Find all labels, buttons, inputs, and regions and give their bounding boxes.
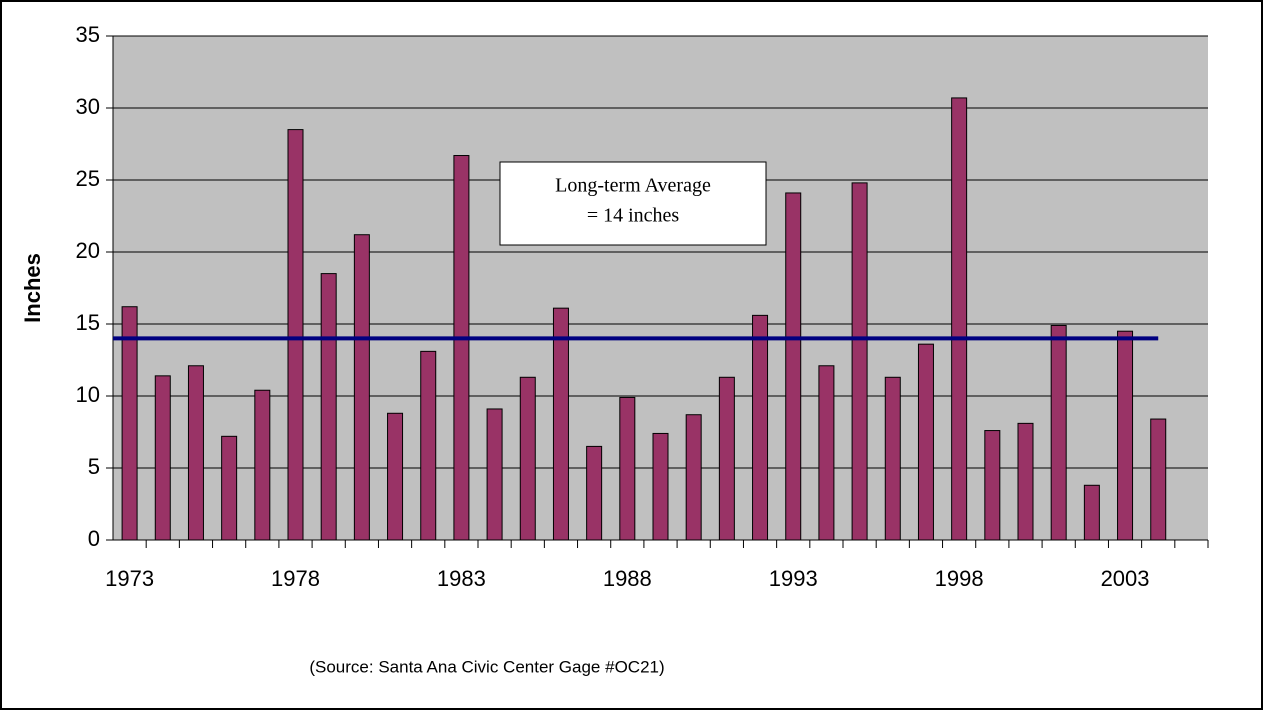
bar — [917, 343, 934, 541]
x-tick-label: 1993 — [769, 566, 818, 591]
y-tick-label: 5 — [88, 454, 100, 479]
bar — [187, 365, 204, 541]
bar — [552, 307, 569, 541]
annotation-text: = 14 inches — [587, 205, 680, 227]
y-tick-label: 20 — [76, 238, 100, 263]
bar — [818, 365, 835, 541]
bar — [1083, 484, 1100, 541]
bar — [254, 389, 271, 541]
bar — [221, 435, 238, 541]
y-tick-label: 30 — [76, 94, 100, 119]
bar — [353, 234, 370, 541]
x-tick-label: 1988 — [603, 566, 652, 591]
bar — [1150, 418, 1167, 541]
bar — [453, 155, 470, 541]
bar — [619, 396, 636, 541]
bar — [851, 182, 868, 541]
y-tick-label: 15 — [76, 310, 100, 335]
bar — [718, 376, 735, 541]
x-tick-label: 2003 — [1101, 566, 1150, 591]
bar — [1117, 330, 1134, 541]
bar — [1017, 422, 1034, 541]
bar — [320, 273, 337, 541]
bar — [387, 412, 404, 541]
bar — [685, 414, 702, 541]
x-tick-label: 1983 — [437, 566, 486, 591]
bar — [884, 376, 901, 541]
bar — [154, 375, 171, 541]
bar — [519, 376, 536, 541]
x-tick-label: 1998 — [935, 566, 984, 591]
x-tick-label: 1978 — [271, 566, 320, 591]
bar — [984, 430, 1001, 541]
y-tick-label: 10 — [76, 382, 100, 407]
x-tick-label: 1973 — [105, 566, 154, 591]
y-tick-label: 35 — [76, 22, 100, 47]
annotation-box — [499, 161, 767, 246]
bar — [486, 408, 503, 541]
bar — [420, 350, 437, 541]
annotation-text: Long-term Average — [555, 175, 711, 197]
y-axis-label: Inches — [20, 253, 45, 323]
bar — [586, 445, 603, 541]
source-note: (Source: Santa Ana Civic Center Gage #OC… — [309, 657, 664, 676]
bar — [951, 97, 968, 541]
bar — [1050, 324, 1067, 541]
bar — [785, 192, 802, 541]
bar — [287, 129, 304, 541]
y-tick-label: 0 — [88, 526, 100, 551]
bar — [652, 432, 669, 541]
bar — [121, 306, 138, 541]
bar — [752, 314, 769, 541]
y-tick-label: 25 — [76, 166, 100, 191]
